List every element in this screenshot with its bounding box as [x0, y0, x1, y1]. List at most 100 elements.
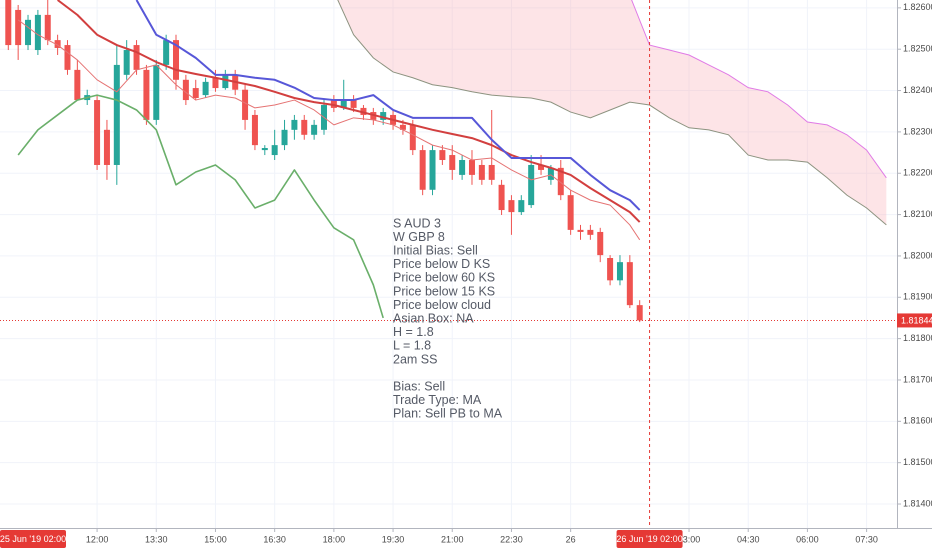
candle-body [626, 262, 633, 306]
date-marker-box [616, 530, 683, 548]
x-tick-label: 13:30 [145, 534, 168, 544]
left-date-label: 25 Jun '19 02:00 [0, 534, 66, 544]
x-tick-label: 07:30 [855, 534, 878, 544]
indicator-line [17, 94, 384, 319]
candle-body [123, 50, 130, 75]
candle-body [419, 150, 426, 190]
candle-body [251, 114, 258, 146]
candle-body [538, 164, 545, 170]
annotation-line: Initial Bias: Sell [393, 243, 478, 257]
y-tick-label: 1.82200 [903, 168, 932, 178]
candle-body [64, 45, 71, 70]
x-tick-label: 04:30 [737, 534, 760, 544]
annotation-line: L = 1.8 [393, 339, 431, 353]
candle-body [528, 164, 535, 206]
annotation-line: 2am SS [393, 352, 437, 366]
candle-body [380, 112, 387, 120]
candle-body [15, 9, 22, 46]
annotation-line: Trade Type: MA [393, 393, 482, 407]
y-tick-label: 1.81400 [903, 498, 932, 508]
candle-body [5, 0, 12, 46]
cloud-fill [337, 0, 887, 225]
annotation-line: Price below cloud [393, 298, 491, 312]
x-tick-label: 03:00 [678, 534, 701, 544]
x-tick-label: 15:00 [204, 534, 227, 544]
candle-body [478, 164, 485, 180]
candle-body [607, 258, 614, 281]
candle-body [291, 119, 298, 130]
y-tick-label: 1.82000 [903, 250, 932, 260]
y-tick-label: 1.81900 [903, 292, 932, 302]
candle-body [163, 40, 170, 65]
x-tick-label: 12:00 [86, 534, 109, 544]
candle-body [468, 160, 475, 175]
candle-body [636, 305, 643, 321]
candle-body [577, 229, 584, 232]
candle-body [212, 77, 219, 89]
y-tick-label: 1.81600 [903, 416, 932, 426]
candle-body [439, 150, 446, 161]
x-tick-label: 06:00 [796, 534, 819, 544]
candle-body [557, 167, 564, 196]
annotation-line: W GBP 8 [393, 230, 445, 244]
annotation-line: H = 1.8 [393, 325, 434, 339]
indicator-line [135, 0, 641, 211]
candle-body [459, 160, 466, 175]
x-tick-label: 16:30 [263, 534, 286, 544]
x-tick-label: 22:30 [500, 534, 523, 544]
candle-body [192, 88, 199, 98]
candle-body [25, 19, 32, 46]
annotation-line: Price below 60 KS [393, 271, 495, 285]
y-tick-label: 1.81700 [903, 374, 932, 384]
cloud-upper-line [631, 0, 887, 179]
candle-body [182, 79, 189, 101]
annotation-line: Asian Box: NA [393, 311, 474, 325]
x-tick-label: 26 [566, 534, 576, 544]
candle-body [94, 100, 101, 165]
candle-body [587, 229, 594, 235]
candle-body [173, 40, 180, 80]
candle-body [350, 100, 357, 108]
candle-body [54, 40, 61, 48]
candle-body [399, 124, 406, 130]
candle-body [340, 100, 347, 108]
candle-body [360, 107, 367, 115]
y-tick-label: 1.82400 [903, 85, 932, 95]
y-tick-label: 1.81800 [903, 333, 932, 343]
grid [0, 0, 897, 528]
indicator-line [57, 0, 641, 223]
candle-body [261, 148, 268, 151]
candle-body [429, 150, 436, 190]
candle-body [133, 45, 140, 70]
candle-body [616, 262, 623, 281]
x-tick-label: 18:00 [323, 534, 346, 544]
date-marker-label: 26 Jun '19 02:00 [616, 534, 682, 544]
y-tick-label: 1.82100 [903, 209, 932, 219]
candle-body [113, 64, 120, 165]
last-price-box [897, 313, 932, 328]
candle-body [242, 89, 249, 120]
left-date-box [0, 530, 66, 548]
y-tick-label: 1.82300 [903, 126, 932, 136]
candle-body [567, 195, 574, 230]
candle-body [103, 129, 110, 165]
annotation-line: Price below D KS [393, 257, 490, 271]
x-tick-label: 19:30 [382, 534, 405, 544]
candle-body [143, 69, 150, 120]
candle-body [44, 14, 51, 41]
indicator-line [17, 19, 641, 241]
cloud-lower-line [337, 0, 887, 226]
annotation-line: S AUD 3 [393, 216, 441, 230]
y-tick-label: 1.81500 [903, 457, 932, 467]
candle-body [153, 64, 160, 120]
y-tick-label: 1.82500 [903, 44, 932, 54]
candle-body [74, 69, 81, 101]
candle-body [222, 74, 229, 89]
last-price-label: 1.81844 [901, 315, 932, 325]
candle-body [370, 112, 377, 120]
y-tick-label: 1.82600 [903, 2, 932, 12]
candle-body [281, 129, 288, 146]
